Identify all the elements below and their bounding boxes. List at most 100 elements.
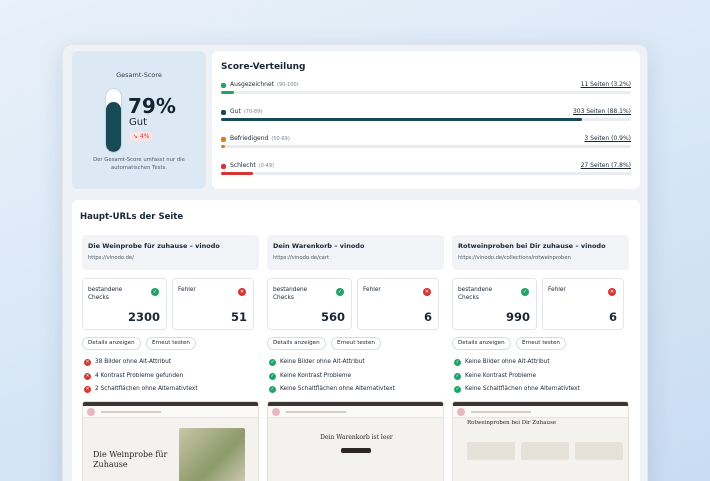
preview-product-tile bbox=[575, 442, 623, 460]
rating-pages-link[interactable]: 27 Seiten (7.8%) bbox=[580, 162, 631, 169]
retest-button[interactable]: Erneut testen bbox=[516, 337, 566, 350]
check-result-text: Keine Bilder ohne Alt-Attribut bbox=[465, 359, 550, 365]
check-result-item: ✓ Keine Schaltflächen ohne Alternativtext bbox=[267, 385, 444, 395]
errors-label: Fehler bbox=[548, 287, 566, 293]
rating-color-icon bbox=[221, 164, 226, 169]
errors-stat: Fehler ✕ 6 bbox=[357, 278, 439, 330]
preview-heading: Die Weinprobe für bbox=[93, 450, 168, 459]
url-header[interactable]: Die Weinprobe für zuhause – vinodo https:… bbox=[82, 235, 259, 270]
check-icon: ✓ bbox=[336, 288, 344, 296]
details-button[interactable]: Details anzeigen bbox=[82, 337, 141, 350]
preview-nav-links bbox=[101, 411, 161, 413]
rating-bar-fill bbox=[221, 118, 583, 121]
score-gauge-fill bbox=[106, 102, 121, 152]
error-x-icon: ✕ bbox=[238, 288, 246, 296]
check-result-text: Keine Bilder ohne Alt-Attribut bbox=[280, 359, 365, 365]
retest-button[interactable]: Erneut testen bbox=[146, 337, 196, 350]
rating-name: Befriedigend (50-69) bbox=[230, 135, 290, 142]
rating-bar-track bbox=[221, 145, 631, 148]
distribution-row: Gut (70-89) 303 Seiten (88.1%) bbox=[221, 108, 631, 124]
preview-navbar bbox=[453, 406, 628, 418]
passed-checks-stat: bestandene Checks ✓ 2300 bbox=[82, 278, 167, 330]
passed-checks-label: bestandene Checks bbox=[458, 287, 493, 301]
rating-name: Schlecht (0-49) bbox=[230, 162, 274, 169]
preview-heading: Rotweinproben bei Dir Zuhause bbox=[467, 420, 557, 426]
passed-checks-stat: bestandene Checks ✓ 560 bbox=[267, 278, 352, 330]
check-result-item: ✕ 38 Bilder ohne Alt-Attribut bbox=[82, 358, 259, 368]
score-note-line1: Der Gesamt-Score umfasst nur die bbox=[93, 157, 185, 163]
score-distribution-card: Score-Verteilung Ausgezeichnet (90-100) 11… bbox=[212, 51, 640, 189]
check-icon: ✓ bbox=[269, 359, 276, 366]
check-result-item: ✓ Keine Kontrast Probleme bbox=[267, 372, 444, 382]
rating-color-icon bbox=[221, 83, 226, 88]
passed-checks-label: bestandene Checks bbox=[88, 287, 123, 301]
rating-pages-link[interactable]: 11 Seiten (3.2%) bbox=[580, 81, 631, 88]
check-icon: ✓ bbox=[269, 372, 276, 380]
rating-bar-track bbox=[221, 172, 631, 175]
distribution-title: Score-Verteilung bbox=[221, 62, 306, 72]
check-icon: ✓ bbox=[269, 386, 276, 393]
check-result-text: Keine Schaltflächen ohne Alternativtext bbox=[280, 386, 395, 392]
check-result-text: Keine Kontrast Probleme bbox=[465, 372, 537, 379]
url-page-title: Die Weinprobe für zuhause – vinodo bbox=[88, 242, 220, 250]
error-x-icon: ✕ bbox=[423, 288, 431, 296]
check-icon: ✓ bbox=[454, 359, 461, 366]
errors-value: 51 bbox=[230, 310, 247, 324]
preview-button bbox=[341, 448, 371, 453]
check-icon: ✓ bbox=[454, 386, 461, 393]
rating-pages-link[interactable]: 303 Seiten (88.1%) bbox=[572, 108, 631, 115]
passed-checks-stat: bestandene Checks ✓ 990 bbox=[452, 278, 537, 330]
url-header[interactable]: Rotweinproben bei Dir zuhause – vinodo ht… bbox=[452, 235, 629, 270]
url-column: Rotweinproben bei Dir zuhause – vinodo ht… bbox=[452, 235, 629, 481]
preview-logo-icon bbox=[87, 408, 95, 416]
distribution-row: Schlecht (0-49) 27 Seiten (7.8%) bbox=[221, 162, 631, 178]
preview-product-tile bbox=[467, 442, 515, 460]
check-result-item: ✕ 4 Kontrast Probleme gefunden bbox=[82, 372, 259, 382]
check-result-text: 2 Schaltflächen ohne Alternativtext bbox=[95, 386, 198, 392]
details-button[interactable]: Details anzeigen bbox=[267, 337, 326, 350]
preview-product-tile bbox=[521, 442, 569, 460]
check-result-text: 38 Bilder ohne Alt-Attribut bbox=[95, 359, 172, 365]
rating-pages-link[interactable]: 3 Seiten (0.9%) bbox=[584, 135, 631, 142]
preview-navbar bbox=[83, 406, 258, 418]
preview-heading: Dein Warenkorb ist leer bbox=[320, 434, 393, 441]
check-result-text: 4 Kontrast Probleme gefunden bbox=[95, 372, 184, 379]
distribution-row: Ausgezeichnet (90-100) 11 Seiten (3.2%) bbox=[221, 81, 631, 97]
errors-stat: Fehler ✕ 6 bbox=[542, 278, 624, 330]
check-result-item: ✕ 2 Schaltflächen ohne Alternativtext bbox=[82, 385, 259, 395]
page-preview-thumbnail[interactable]: Rotweinproben bei Dir Zuhause bbox=[452, 401, 629, 481]
score-delta-badge: ↘ 4% bbox=[129, 132, 154, 141]
details-button[interactable]: Details anzeigen bbox=[452, 337, 511, 350]
check-icon: ✓ bbox=[151, 288, 159, 296]
preview-nav-links bbox=[471, 411, 531, 413]
rating-name: Ausgezeichnet (90-100) bbox=[230, 81, 299, 88]
url-page-title: Dein Warenkorb – vinodo bbox=[273, 242, 365, 250]
preview-topbar bbox=[268, 402, 443, 406]
url-column: Die Weinprobe für zuhause – vinodo https:… bbox=[82, 235, 259, 481]
check-result-text: Keine Kontrast Probleme bbox=[280, 372, 352, 379]
preview-topbar bbox=[453, 402, 628, 406]
passed-checks-value: 2300 bbox=[127, 310, 160, 324]
rating-name: Gut (70-89) bbox=[230, 108, 263, 115]
url-header[interactable]: Dein Warenkorb – vinodo https://vinodo.de… bbox=[267, 235, 444, 270]
url-address: https://vinodo.de/cart bbox=[273, 255, 330, 261]
url-page-title: Rotweinproben bei Dir zuhause – vinodo bbox=[458, 242, 606, 250]
url-column: Dein Warenkorb – vinodo https://vinodo.de… bbox=[267, 235, 444, 481]
score-value: 79% bbox=[128, 94, 176, 118]
check-icon: ✓ bbox=[521, 288, 529, 296]
preview-topbar bbox=[83, 402, 258, 406]
preview-logo-icon bbox=[457, 408, 465, 416]
error-x-icon: ✕ bbox=[84, 372, 91, 380]
page-preview-thumbnail[interactable]: Dein Warenkorb ist leer bbox=[267, 401, 444, 481]
rating-range: (50-69) bbox=[271, 136, 290, 142]
errors-label: Fehler bbox=[363, 287, 381, 293]
rating-range: (0-49) bbox=[258, 163, 274, 169]
check-result-item: ✓ Keine Bilder ohne Alt-Attribut bbox=[452, 358, 629, 368]
retest-button[interactable]: Erneut testen bbox=[331, 337, 381, 350]
url-address: https://vinodo.de/collections/rotweinpro… bbox=[458, 255, 571, 261]
page-preview-thumbnail[interactable]: Die Weinprobe für Zuhause bbox=[82, 401, 259, 481]
score-gauge bbox=[105, 88, 122, 153]
rating-color-icon bbox=[221, 110, 226, 115]
rating-bar-fill bbox=[221, 91, 235, 94]
rating-bar-track bbox=[221, 91, 631, 94]
